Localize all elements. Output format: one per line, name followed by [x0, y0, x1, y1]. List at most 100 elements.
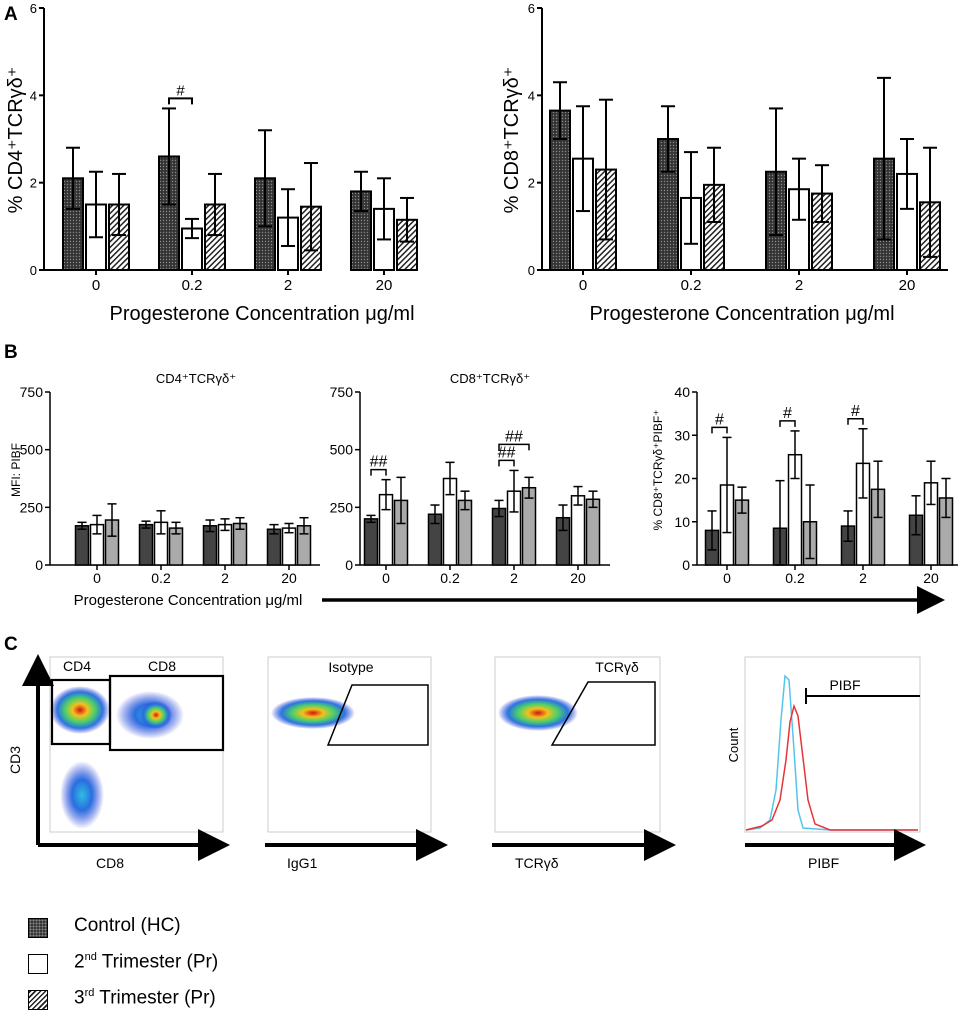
flow-xlabel-tcrgd: TCRγδ: [515, 855, 559, 871]
density-tcrgd-cluster: [498, 695, 578, 731]
x-tick-label: 0.2: [785, 570, 805, 586]
flow-plot-cd3-cd8: CD4 CD8 CD3 CD8: [7, 654, 230, 871]
density-isotype-cluster: [271, 697, 355, 729]
y-tick-label: 20: [674, 471, 690, 487]
x-tick-label: 0: [723, 570, 731, 586]
significance-bracket: [498, 443, 530, 451]
y-tick-label: 2: [528, 176, 535, 191]
legend-label-second-trimester: 2nd Trimester (Pr): [74, 951, 219, 973]
flow-plot-isotype: Isotype IgG1: [265, 656, 448, 871]
y-tick-label: 250: [20, 499, 44, 515]
chart-title: CD8⁺TCRγδ⁺: [450, 371, 530, 386]
gate-cd8: [108, 674, 225, 752]
gate-label-cd4: CD4: [63, 658, 91, 674]
flow-ylabel-cd3: CD3: [7, 746, 23, 774]
x-tick-label: 2: [510, 570, 518, 586]
gate-isotype: [326, 684, 429, 746]
gate-tcrgd: [550, 681, 656, 746]
flow-xlabel-pibf: PIBF: [808, 855, 839, 871]
significance-bracket: [370, 468, 387, 476]
y-tick-label: 6: [528, 1, 535, 16]
legend-item-second-trimester: 2nd Trimester (Pr): [28, 951, 328, 978]
significance-bracket: [779, 420, 796, 427]
chart-title: CD4⁺TCRγδ⁺: [156, 371, 236, 386]
bar: [521, 486, 537, 566]
y-tick-label: 2: [30, 176, 37, 191]
y-tick-label: 4: [30, 88, 37, 103]
x-tick-label: 20: [923, 570, 939, 586]
y-axis-label: % CD8⁺TCRγδ⁺PIBF⁺: [651, 409, 665, 530]
panel-label-c: C: [4, 634, 18, 655]
bar: [585, 498, 601, 566]
x-tick-label: 2: [795, 277, 803, 294]
flow-xlabel-igg1: IgG1: [287, 855, 318, 871]
x-tick-label: 2: [859, 570, 867, 586]
y-tick-label: 10: [674, 514, 690, 530]
legend-label-control: Control (HC): [74, 915, 181, 936]
density-cd8-cluster: [140, 701, 172, 729]
significance-label: #: [176, 82, 185, 99]
flow-ylabel-count: Count: [726, 727, 741, 762]
significance-label: ##: [370, 454, 388, 471]
gate-label-pibf: PIBF: [829, 677, 860, 693]
x-tick-label: 20: [899, 277, 916, 294]
x-tick-label: 2: [221, 570, 229, 586]
x-tick-label: 2: [284, 277, 292, 294]
y-tick-label: 6: [30, 1, 37, 16]
bar: [74, 525, 90, 566]
x-tick-label: 0.2: [151, 570, 171, 586]
significance-bracket: [498, 459, 515, 467]
bar: [570, 495, 586, 566]
panel-label-a: A: [4, 4, 18, 25]
panel-b-xlabel: Progesterone Concentration μg/ml: [74, 592, 303, 609]
significance-label: #: [851, 403, 860, 420]
x-tick-label: 20: [570, 570, 586, 586]
chart-a1-cd4: 0 2 4 6 % CD4⁺TCRγδ⁺ 0 0.2 2 20 #: [5, 1, 418, 294]
legend-item-control: Control (HC): [28, 915, 328, 942]
x-tick-label: 20: [281, 570, 297, 586]
x-tick-label: 0: [93, 570, 101, 586]
y-tick-label: 500: [330, 442, 354, 458]
x-tick-label: 0.2: [182, 277, 203, 294]
panel-a1-xlabel: Progesterone Concentration μg/ml: [109, 303, 414, 325]
x-tick-label: 0: [579, 277, 587, 294]
flow-histogram-pibf: PIBF Count PIBF: [726, 656, 926, 871]
legend-item-third-trimester: 3rd Trimester (Pr): [28, 987, 328, 1014]
y-axis-label: % CD8⁺TCRγδ⁺: [501, 67, 523, 214]
y-tick-label: 0: [30, 263, 37, 278]
density-cd3neg-cluster: [60, 761, 104, 829]
x-tick-label: 0.2: [440, 570, 460, 586]
chart-a2-cd8: 0 2 4 6 % CD8⁺TCRγδ⁺ 0 0.2 2 20: [501, 1, 948, 294]
y-tick-label: 0: [682, 557, 690, 573]
gate-label-tcrgd: TCRγδ: [595, 659, 639, 675]
legend-label-third-trimester: 3rd Trimester (Pr): [74, 987, 216, 1009]
panel-label-b: B: [4, 342, 18, 363]
significance-label: ##: [505, 428, 523, 445]
legend-swatch-control: [28, 918, 48, 938]
significance-bracket: [711, 426, 728, 434]
significance-bracket: [168, 97, 193, 105]
y-tick-label: 0: [345, 557, 353, 573]
y-axis-label: MFI: PIBF: [9, 443, 23, 497]
bar: [281, 527, 297, 566]
x-tick-label: 20: [376, 277, 393, 294]
panel-a2-xlabel: Progesterone Concentration μg/ml: [589, 303, 894, 325]
density-cd4-cluster: [50, 686, 110, 734]
gate-label-isotype: Isotype: [328, 659, 373, 675]
y-tick-label: 500: [20, 442, 44, 458]
legend-swatch-second-trimester: [28, 954, 48, 974]
bar: [138, 523, 154, 566]
y-axis-label: % CD4⁺TCRγδ⁺: [5, 67, 27, 214]
y-tick-label: 750: [20, 384, 44, 400]
significance-label: #: [715, 411, 724, 428]
bar: [363, 518, 379, 566]
y-tick-label: 30: [674, 427, 690, 443]
chart-b3-cd8-pibf-percent: 0 10 20 30 40 % CD8⁺TCRγδ⁺PIBF⁺ 0 0.2 2 20 # # #: [651, 384, 958, 586]
y-tick-label: 750: [330, 384, 354, 400]
y-tick-label: 40: [674, 384, 690, 400]
flow-plot-tcrgd: TCRγδ TCRγδ: [492, 656, 676, 871]
y-tick-label: 4: [528, 88, 535, 103]
y-tick-label: 250: [330, 499, 354, 515]
